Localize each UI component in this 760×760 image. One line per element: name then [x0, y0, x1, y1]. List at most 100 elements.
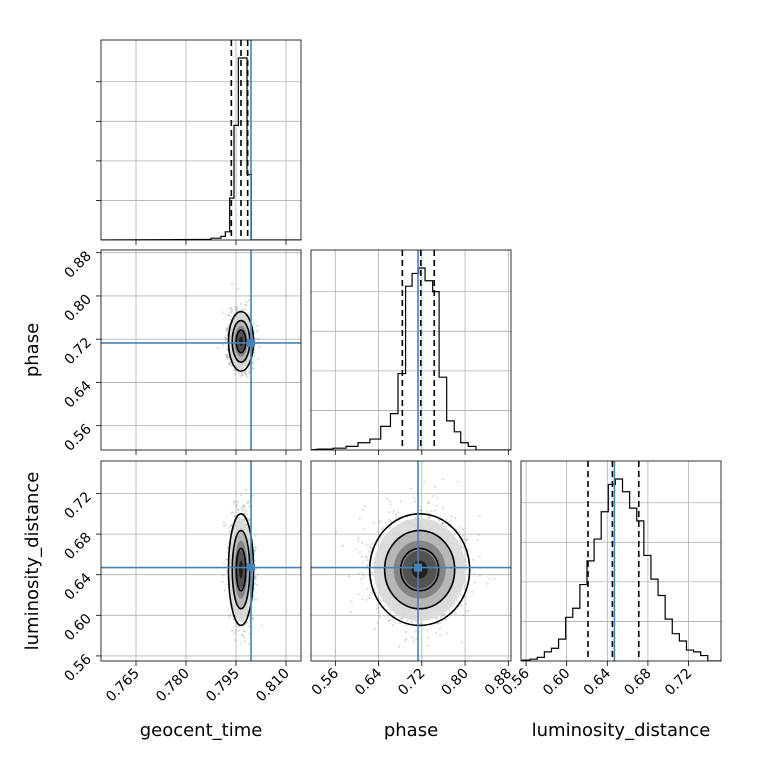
pair-geocent_time-luminosity_distance-point [253, 598, 257, 601]
pair-geocent_time-phase-point [246, 375, 249, 378]
pair-phase-luminosity_distance-point [405, 638, 408, 641]
pair-phase-luminosity_distance-point [458, 525, 461, 528]
pair-phase-luminosity_distance-point [399, 500, 402, 503]
hist-geocent_time [96, 39, 302, 241]
pair-phase-luminosity_distance-point [406, 619, 409, 623]
pair-geocent_time-phase-truth-marker [247, 338, 255, 347]
pair-geocent_time-luminosity_distance-point [233, 500, 236, 503]
pair-geocent_time-phase-point [248, 370, 251, 373]
pair-phase-luminosity_distance-point [400, 617, 403, 620]
xtick-label-geocent_time: 0.780 [153, 666, 193, 706]
pair-phase-luminosity_distance-point [462, 528, 465, 531]
pair-geocent_time-luminosity_distance-point [234, 629, 237, 632]
pair-phase-luminosity_distance-point [410, 620, 413, 623]
pair-geocent_time-luminosity_distance-point [222, 524, 225, 527]
pair-geocent_time-phase-point [233, 369, 236, 372]
pair-geocent_time-phase-point [224, 337, 227, 340]
pair-phase-luminosity_distance-point [414, 516, 417, 519]
pair-geocent_time-luminosity_distance-point [236, 509, 239, 512]
pair-geocent_time-phase-point [226, 330, 229, 333]
pair-phase-luminosity_distance-point [365, 543, 368, 546]
pair-geocent_time-luminosity_distance-point [254, 546, 257, 549]
pair-geocent_time-luminosity_distance-point [242, 504, 245, 507]
pair-phase-luminosity_distance-truth-marker [414, 563, 423, 572]
pair-geocent_time-phase-point [229, 362, 232, 365]
pair-geocent_time-phase-point [253, 322, 256, 326]
pair-phase-luminosity_distance-point [438, 627, 441, 630]
pair-phase-luminosity_distance-point [335, 530, 338, 533]
pair-geocent_time-phase-point [244, 371, 247, 374]
pair-geocent_time-luminosity_distance-point [248, 632, 251, 635]
pair-geocent_time-luminosity_distance-point [228, 616, 231, 619]
pair-phase-luminosity_distance-point [395, 516, 398, 519]
xtick-label-phase: 0.80 [439, 666, 472, 699]
pair-geocent_time-phase-point [245, 300, 248, 304]
pair-geocent_time-phase-point [226, 355, 229, 358]
pair-geocent_time-phase-point [225, 355, 228, 358]
pair-phase-luminosity_distance-point [439, 634, 442, 637]
pair-phase-luminosity_distance-point [465, 561, 468, 564]
pair-phase-luminosity_distance-point [373, 628, 376, 631]
pair-phase-luminosity_distance-point [404, 631, 407, 634]
pair-geocent_time-phase-point [257, 338, 260, 341]
pair-phase-luminosity_distance-point [471, 590, 474, 593]
pair-geocent_time-luminosity_distance-point [247, 518, 250, 521]
pair-geocent_time-luminosity_distance-point [224, 588, 227, 592]
hist-luminosity_distance-border [520, 460, 722, 662]
pair-geocent_time-luminosity_distance-point [247, 643, 250, 646]
pair-geocent_time-luminosity_distance-point [229, 524, 232, 527]
pair-phase-luminosity_distance-point [413, 500, 417, 503]
pair-geocent_time-phase-point [229, 306, 233, 310]
pair-phase-luminosity_distance-point [442, 507, 445, 510]
pair-phase-luminosity_distance-point [460, 604, 463, 607]
pair-geocent_time-luminosity_distance-density-4 [239, 560, 243, 579]
pair-phase-luminosity_distance-point [389, 503, 392, 506]
pair-geocent_time-luminosity_distance-point [251, 618, 254, 621]
pair-phase-luminosity_distance-point [371, 542, 374, 545]
ytick-label-luminosity_distance: 0.68 [61, 530, 94, 563]
pair-phase-luminosity_distance-point [426, 510, 429, 513]
pair-phase-luminosity_distance-point [357, 572, 360, 576]
pair-phase-luminosity_distance-point [398, 621, 402, 625]
pair-phase-luminosity_distance-point [361, 571, 364, 575]
pair-phase-luminosity_distance-point [436, 497, 439, 500]
pair-phase-luminosity_distance-point [358, 551, 361, 554]
pair-phase-luminosity_distance-point [410, 487, 413, 490]
yaxis-label-phase: phase [22, 323, 43, 377]
pair-geocent_time-luminosity_distance-point [254, 575, 257, 578]
pair-geocent_time-phase-point [244, 303, 247, 306]
hist-phase-steps [311, 267, 511, 450]
pair-geocent_time-luminosity_distance-point [253, 581, 256, 585]
pair-geocent_time-luminosity_distance-point [227, 609, 230, 612]
pair-phase-luminosity_distance-point [415, 638, 418, 641]
pair-phase-luminosity_distance-point [389, 500, 392, 503]
pair-geocent_time-luminosity_distance-point [236, 624, 239, 627]
pair-geocent_time-phase-point [228, 307, 231, 310]
pair-geocent_time-phase-point [225, 354, 228, 357]
pair-phase-luminosity_distance-point [358, 517, 361, 520]
pair-geocent_time-luminosity_distance-point [241, 634, 244, 637]
pair-phase-luminosity_distance-point [419, 622, 422, 625]
pair-geocent_time-phase-point [247, 372, 250, 375]
pair-geocent_time-luminosity_distance-point [243, 630, 246, 633]
pair-phase-luminosity_distance-point [419, 509, 422, 512]
pair-geocent_time-phase-point [226, 348, 229, 351]
pair-phase-luminosity_distance-point [456, 480, 459, 483]
pair-phase-luminosity_distance-point [367, 550, 370, 554]
pair-phase-luminosity_distance-point [454, 612, 457, 615]
pair-phase-luminosity_distance-point [385, 521, 388, 524]
pair-geocent_time-phase-point [248, 367, 251, 370]
pair-geocent_time-luminosity_distance-point [254, 568, 257, 571]
pair-geocent_time-luminosity_distance-point [222, 574, 225, 577]
ytick-label-phase: 0.56 [61, 421, 94, 454]
pair-geocent_time-luminosity_distance-point [237, 629, 240, 632]
pair-phase-luminosity_distance-point [341, 544, 344, 547]
pair-geocent_time-phase-point [243, 308, 246, 311]
pair-geocent_time-phase-point [216, 346, 219, 349]
pair-geocent_time-luminosity_distance-point [228, 530, 231, 533]
pair-geocent_time-luminosity_distance-point [256, 598, 259, 601]
pair-geocent_time-luminosity_distance-point [225, 558, 228, 561]
pair-geocent_time-phase-border [100, 249, 302, 451]
pair-phase-luminosity_distance-point [445, 632, 448, 635]
pair-phase-luminosity_distance-point [362, 560, 365, 563]
